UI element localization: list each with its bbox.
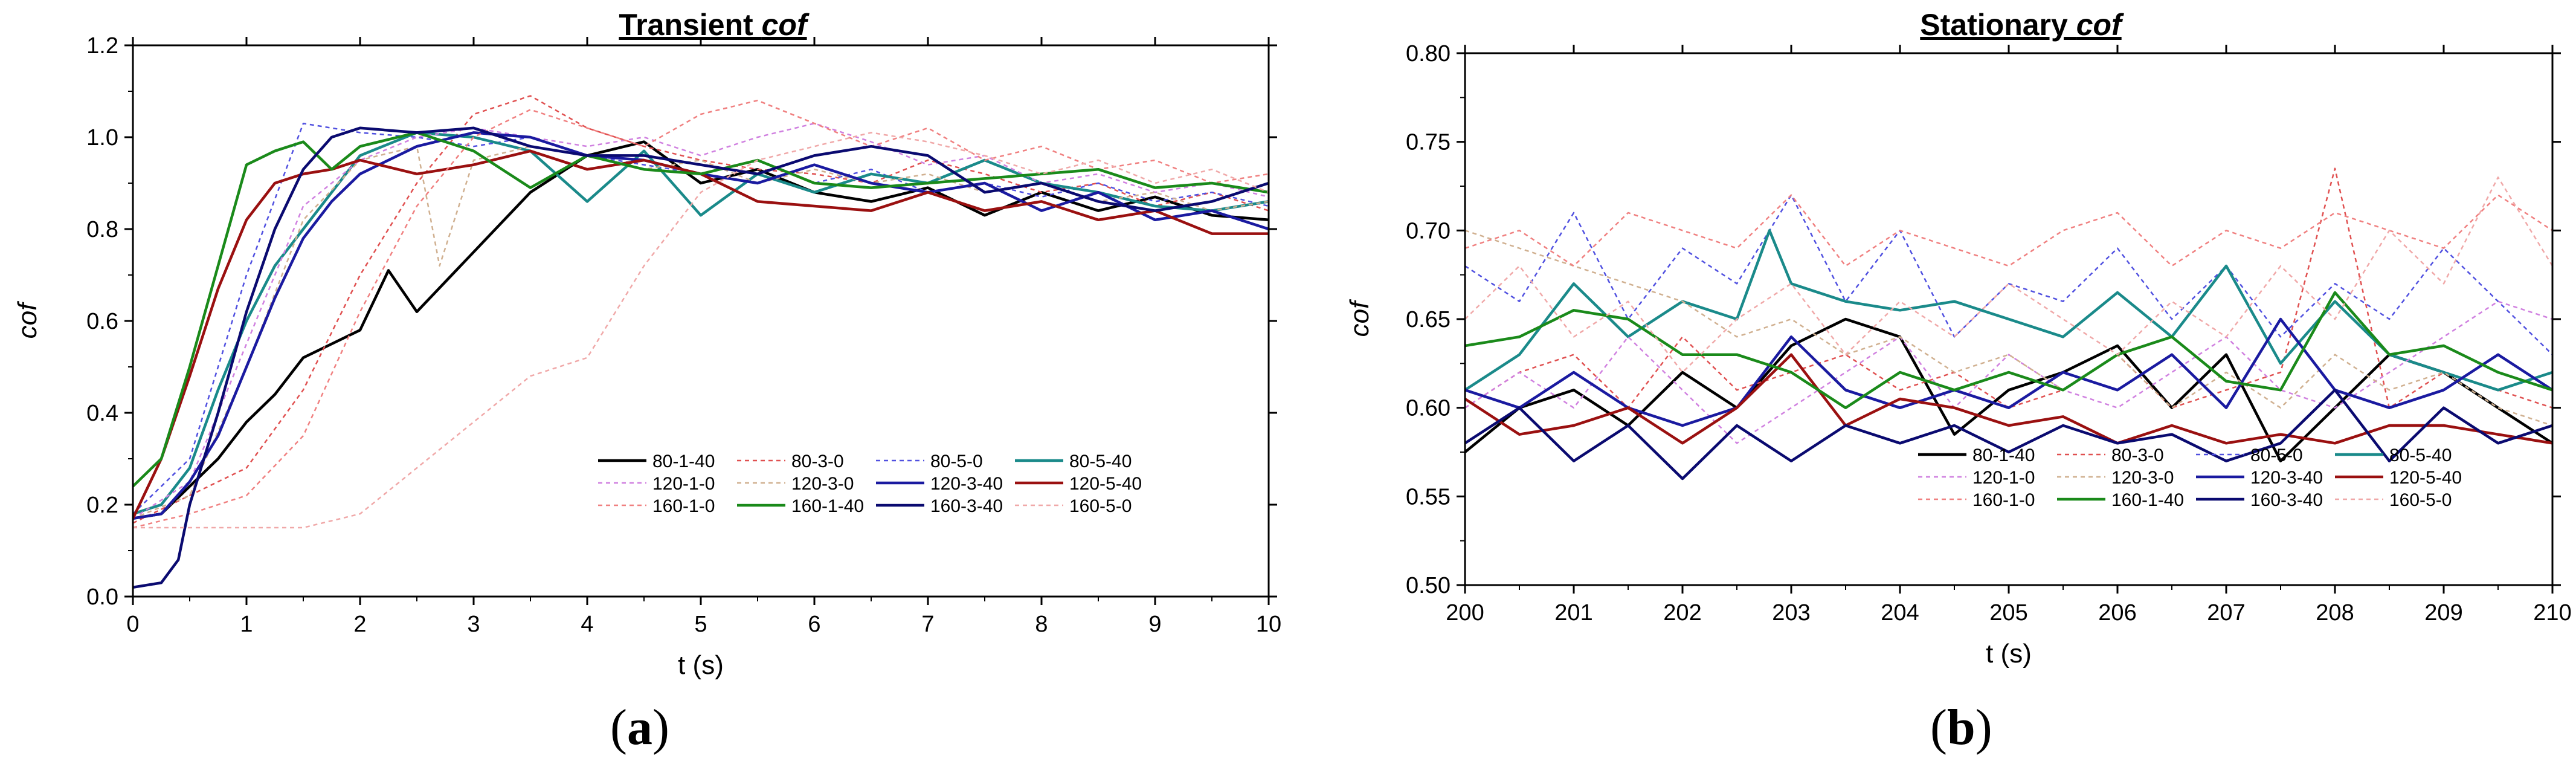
- y-axis-label: cof: [13, 300, 42, 338]
- legend-label-80-5-40: 80-5-40: [2389, 445, 2452, 465]
- x-axis-label: t (s): [1986, 639, 2032, 668]
- legend-label-160-1-40: 160-1-40: [2111, 490, 2184, 510]
- legend-label-80-3-0: 80-3-0: [2111, 445, 2164, 465]
- y-tick-label: 0.70: [1406, 218, 1451, 244]
- panel-label-a: (a): [610, 699, 669, 756]
- chart-title-italic: cof: [2076, 8, 2124, 42]
- series-line-120-3-40: [1465, 317, 2552, 427]
- y-tick-label: 0.50: [1406, 573, 1451, 598]
- panel-label-b: (b): [1930, 699, 1992, 756]
- legend-label-160-5-0: 160-5-0: [2389, 490, 2452, 510]
- y-tick-label: 0.8: [86, 217, 118, 242]
- x-tick-label: 200: [1446, 600, 1484, 626]
- series-line-120-3-0: [133, 145, 1269, 519]
- y-tick-label: 0.60: [1406, 396, 1451, 421]
- chart-title-text: Stationary: [1920, 8, 2076, 42]
- y-tick-label: 1.0: [86, 125, 118, 150]
- series-line-120-1-0: [133, 122, 1269, 519]
- series-line-120-3-0: [1465, 230, 2552, 427]
- series-line-80-1-40: [1465, 317, 2552, 462]
- x-tick-label: 206: [2098, 600, 2136, 626]
- legend-label-160-1-0: 160-1-0: [1972, 490, 2035, 510]
- x-tick-label: 8: [1035, 612, 1048, 637]
- y-tick-label: 0.6: [86, 309, 118, 334]
- series-line-160-5-0: [1465, 176, 2552, 374]
- legend-label-120-1-0: 120-1-0: [1972, 468, 2035, 488]
- chart-stationary-cof: Stationary cof 200 201 202 203 204 205 206 207 20…: [1345, 8, 2572, 668]
- series-line-80-3-0: [133, 95, 1269, 524]
- chart-title-text: Transient: [619, 8, 761, 42]
- x-tick-label: 6: [808, 612, 820, 637]
- legend-label-80-5-0: 80-5-0: [930, 451, 983, 471]
- series-line-120-5-40: [133, 149, 1269, 519]
- legend-label-160-1-0: 160-1-0: [652, 496, 715, 516]
- x-tick-label: 205: [1989, 600, 2027, 626]
- legend-label-120-3-40: 120-3-40: [2250, 468, 2323, 488]
- legend-label-160-1-40: 160-1-40: [791, 496, 864, 516]
- legend-label-80-5-0: 80-5-0: [2250, 445, 2303, 465]
- x-tick-label: 1: [240, 612, 253, 637]
- y-tick-label: 0.75: [1406, 130, 1451, 155]
- series-line-80-1-40: [133, 140, 1269, 520]
- x-tick-label: 209: [2424, 600, 2462, 626]
- x-tick-label: 203: [1772, 600, 1810, 626]
- legend-label-160-3-40: 160-3-40: [2250, 490, 2323, 510]
- x-tick-label: 4: [581, 612, 593, 637]
- legend-label-160-3-40: 160-3-40: [930, 496, 1003, 516]
- y-tick-label: 0.80: [1406, 41, 1451, 66]
- series-line-80-3-0: [1465, 167, 2552, 409]
- legend-label-120-3-0: 120-3-0: [2111, 468, 2174, 488]
- y-axis-label: cof: [1345, 299, 1374, 337]
- legend-label-120-3-40: 120-3-40: [930, 474, 1003, 494]
- x-tick-label: 0: [126, 612, 139, 637]
- y-tick-label: 0.55: [1406, 484, 1451, 510]
- x-tick-label: 2: [353, 612, 366, 637]
- series-line-160-3-40: [1465, 389, 2552, 481]
- series-line-160-1-40: [133, 131, 1269, 488]
- legend-label-80-1-40: 80-1-40: [652, 451, 715, 471]
- y-tick-label: 1.2: [86, 33, 118, 59]
- legend-label-120-5-40: 120-5-40: [2389, 468, 2462, 488]
- chart-title: Transient cof: [619, 8, 810, 42]
- legend-label-80-5-40: 80-5-40: [1069, 451, 1132, 471]
- x-tick-label: 204: [1881, 600, 1919, 626]
- x-tick-label: 208: [2316, 600, 2354, 626]
- legend-label-160-5-0: 160-5-0: [1069, 496, 1132, 516]
- series-group: [1465, 167, 2552, 481]
- legend-label-120-1-0: 120-1-0: [652, 474, 715, 494]
- x-tick-label: 10: [1256, 612, 1281, 637]
- series-line-160-1-0: [133, 99, 1269, 529]
- chart-transient-cof: Transient cof 0 1 2 3 4 5 6 7 8 9 10 0.0 0.2 0.4 0.6 0.8…: [13, 8, 1281, 680]
- chart-title: Stationary cof: [1920, 8, 2124, 42]
- series-line-160-3-40: [133, 126, 1269, 589]
- x-tick-label: 207: [2207, 600, 2245, 626]
- x-tick-label: 9: [1148, 612, 1161, 637]
- legend-label-120-3-0: 120-3-0: [791, 474, 854, 494]
- legend: 80-1-40 80-3-0 80-5-0 80-5-40 120-1-0 120-3-0…: [1918, 445, 2462, 510]
- y-tick-label: 0.4: [86, 401, 118, 426]
- legend-label-120-5-40: 120-5-40: [1069, 474, 1142, 494]
- x-tick-label: 202: [1663, 600, 1701, 626]
- series-line-120-5-40: [1465, 353, 2552, 445]
- series-group: [133, 95, 1269, 589]
- y-tick-label: 0.0: [86, 584, 118, 610]
- x-tick-label: 210: [2533, 600, 2571, 626]
- series-line-160-1-40: [1465, 291, 2552, 409]
- x-tick-label: 201: [1554, 600, 1592, 626]
- x-axis-label: t (s): [678, 650, 724, 680]
- series-line-80-5-40: [1465, 229, 2552, 392]
- series-line-80-5-0: [1465, 194, 2552, 355]
- series-line-120-1-0: [1465, 300, 2552, 444]
- x-tick-label: 5: [694, 612, 707, 637]
- y-tick-label: 0.2: [86, 493, 118, 518]
- legend-label-80-3-0: 80-3-0: [791, 451, 844, 471]
- y-tick-label: 0.65: [1406, 307, 1451, 332]
- series-line-160-5-0: [133, 132, 1269, 529]
- legend-label-80-1-40: 80-1-40: [1972, 445, 2035, 465]
- chart-title-italic: cof: [762, 8, 810, 42]
- x-tick-label: 7: [921, 612, 934, 637]
- legend: 80-1-40 80-3-0 80-5-0 80-5-40 120-1-0 120-3-0…: [598, 451, 1142, 516]
- x-tick-label: 3: [467, 612, 480, 637]
